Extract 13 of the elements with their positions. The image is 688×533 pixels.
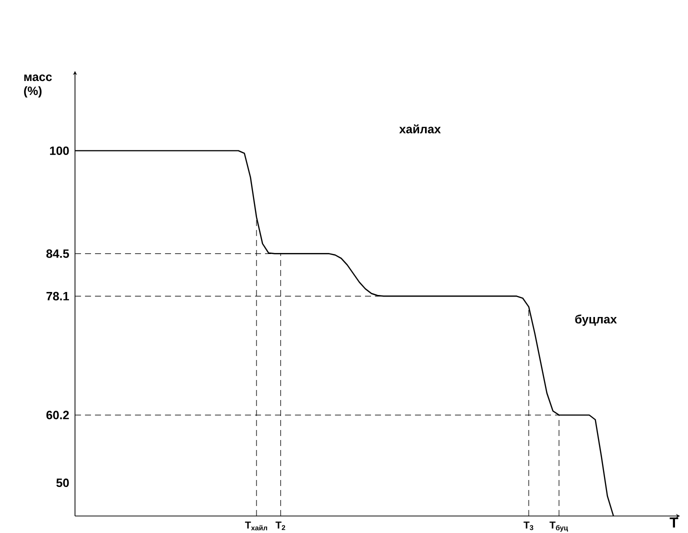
y-tick-label: 100 (50, 146, 69, 155)
y-axis-title: масс (%) (24, 74, 52, 98)
x-tick-label: T$_{2}$ (276, 522, 286, 530)
x-tick-label: T$_{буц}$ (550, 522, 568, 532)
annotation: хайлах (399, 124, 441, 134)
y-tick-label: 60.2 (46, 410, 69, 420)
annotation: буцлах (575, 314, 617, 326)
y-tick-label: 50 (56, 478, 69, 488)
x-axis-title: T (670, 518, 678, 528)
y-tick-label: 78.1 (46, 292, 69, 300)
y-tick-label: 84.5 (46, 249, 69, 258)
x-tick-label: T$_{3}$ (524, 522, 534, 530)
x-tick-label: T$_{хайл}$ (245, 522, 268, 530)
